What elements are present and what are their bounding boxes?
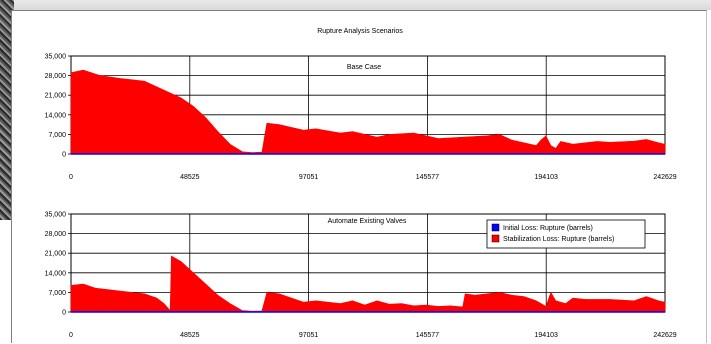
legend: Initial Loss: Rupture (barrels) Stabiliz… bbox=[486, 219, 646, 249]
x-tick-label: 145577 bbox=[416, 174, 439, 181]
legend-label-initial-loss: Initial Loss: Rupture (barrels) bbox=[503, 225, 593, 232]
x-tick-label: 0 bbox=[69, 174, 73, 181]
y-tick-label: 21,000 bbox=[45, 93, 67, 100]
y-tick-label: 28,000 bbox=[45, 231, 67, 238]
y-tick-label: 14,000 bbox=[45, 112, 67, 119]
chart-canvas: Rupture Analysis Scenarios 0 7,000 14,000 2… bbox=[45, 28, 677, 340]
x-tick-label: 48525 bbox=[180, 174, 200, 181]
y-tick-label: 7,000 bbox=[48, 290, 66, 297]
y-tick-label: 14,000 bbox=[45, 270, 67, 277]
x-tick-label: 194103 bbox=[535, 174, 558, 181]
y-tick-label: 35,000 bbox=[45, 212, 67, 219]
y-tick-label: 35,000 bbox=[45, 54, 67, 61]
x-ticks-base-case: 0 48525 97051 145577 194103 242629 bbox=[69, 174, 677, 181]
x-tick-label: 48525 bbox=[180, 332, 200, 339]
x-ticks-automate-existing-valves: 0 48525 97051 145577 194103 242629 bbox=[69, 332, 677, 339]
x-tick-label: 242629 bbox=[653, 332, 676, 339]
plot-title-automate-existing-valves: Automate Existing Valves bbox=[328, 218, 407, 225]
y-tick-label: 7,000 bbox=[48, 132, 66, 139]
y-tick-label: 0 bbox=[62, 152, 66, 159]
legend-box bbox=[486, 219, 646, 249]
plot-title-base-case: Base Case bbox=[347, 64, 381, 71]
x-tick-label: 0 bbox=[69, 332, 73, 339]
legend-label-stabilization-loss: Stabilization Loss: Rupture (barrels) bbox=[503, 236, 614, 243]
y-tick-label: 0 bbox=[62, 310, 66, 317]
plot-base-case: 0 7,000 14,000 21,000 28,000 35,000 0 48525 970… bbox=[45, 54, 677, 182]
window-top-strip bbox=[0, 0, 711, 10]
plot-automate-existing-valves: 0 7,000 14,000 21,000 28,000 35,000 0 48525 970… bbox=[45, 212, 677, 340]
chart-window: Rupture Analysis Scenarios 0 7,000 14,000 2… bbox=[11, 10, 707, 343]
background-image-edge bbox=[0, 0, 14, 220]
legend-swatch-initial-loss bbox=[491, 223, 500, 232]
x-tick-label: 194103 bbox=[535, 332, 558, 339]
chart-title: Rupture Analysis Scenarios bbox=[317, 28, 403, 35]
series-group-base-case bbox=[70, 69, 666, 155]
y-tick-label: 21,000 bbox=[45, 251, 67, 258]
x-tick-label: 97051 bbox=[299, 174, 319, 181]
y-ticks-base-case: 0 7,000 14,000 21,000 28,000 35,000 bbox=[45, 54, 71, 159]
series-group-automate-existing-valves bbox=[70, 255, 666, 313]
series-area-stabilization-loss bbox=[70, 69, 666, 155]
legend-swatch-stabilization-loss bbox=[491, 234, 500, 243]
x-tick-label: 242629 bbox=[653, 174, 676, 181]
series-area-stabilization-loss bbox=[70, 255, 666, 313]
x-tick-label: 97051 bbox=[299, 332, 319, 339]
y-ticks-automate-existing-valves: 0 7,000 14,000 21,000 28,000 35,000 bbox=[45, 212, 71, 317]
x-tick-label: 145577 bbox=[416, 332, 439, 339]
y-tick-label: 28,000 bbox=[45, 73, 67, 80]
